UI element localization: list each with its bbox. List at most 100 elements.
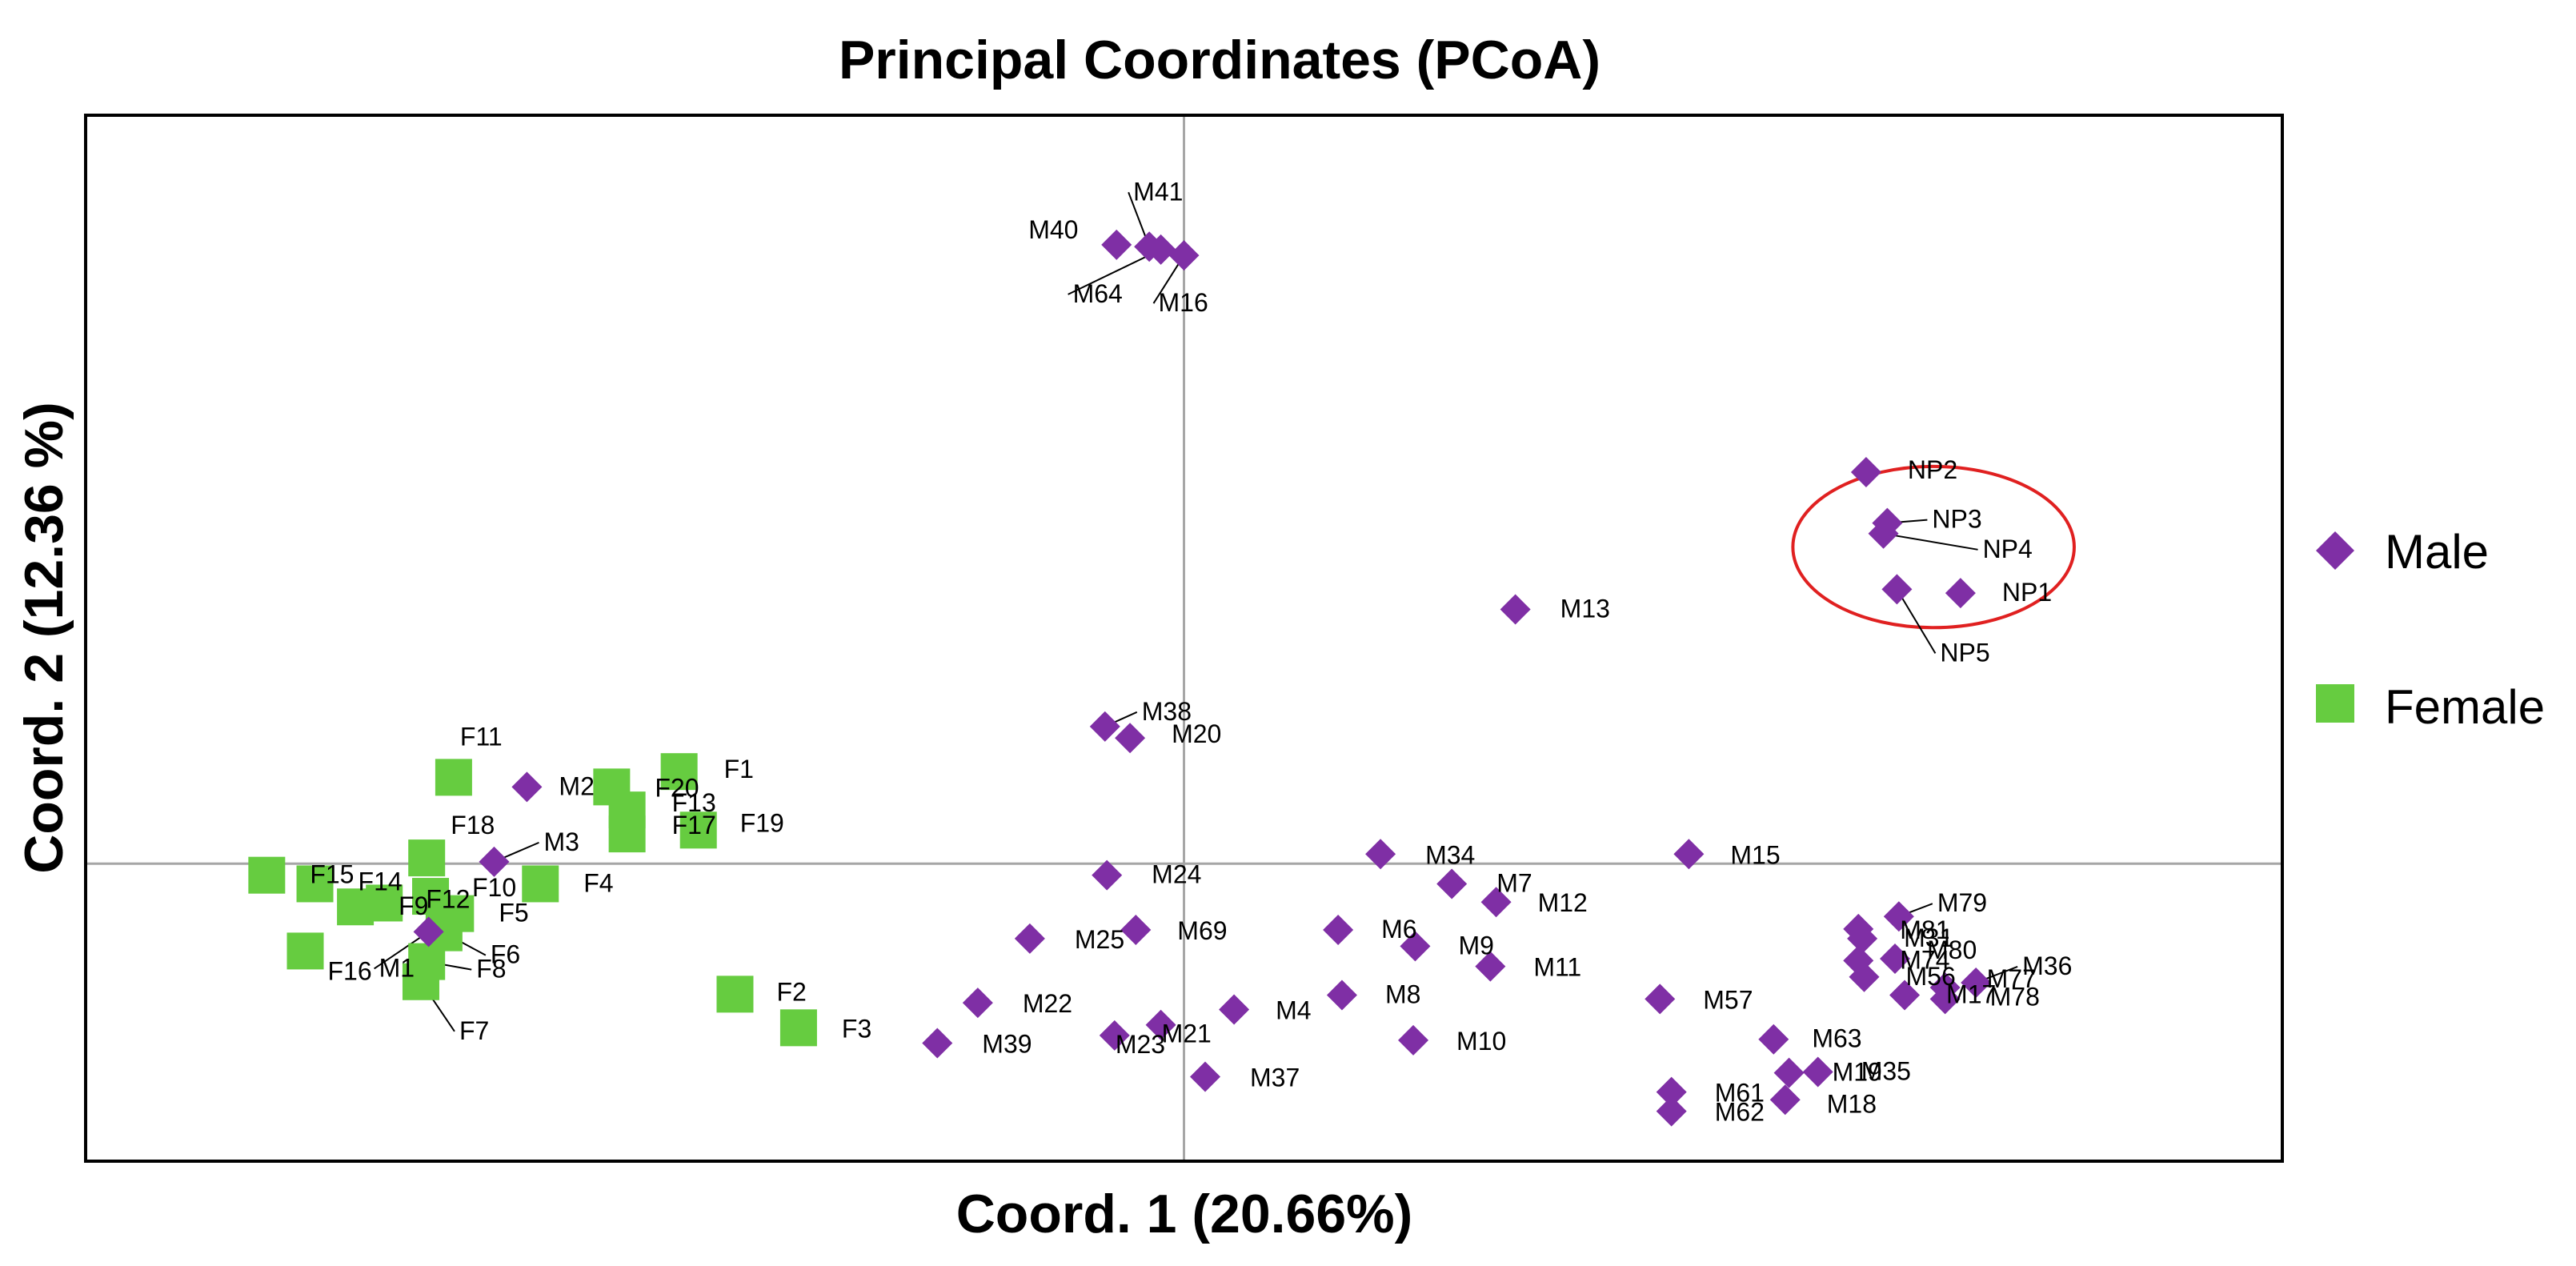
label-f8: F8 xyxy=(476,955,506,984)
label-f15: F15 xyxy=(310,860,354,889)
point-f4 xyxy=(522,865,559,903)
label-f13: F13 xyxy=(672,788,716,817)
point-m34 xyxy=(1365,839,1396,870)
label-f14: F14 xyxy=(359,867,403,895)
point-f11 xyxy=(435,759,472,796)
label-m12: M12 xyxy=(1538,888,1588,917)
point-f19 xyxy=(679,811,717,849)
point-m19 xyxy=(1773,1057,1805,1088)
point-m11 xyxy=(1475,951,1506,982)
point-m61 xyxy=(1656,1076,1687,1108)
point-np1 xyxy=(1945,578,1976,609)
point-m16 xyxy=(1168,240,1200,271)
label-m40: M40 xyxy=(1028,215,1078,244)
label-m1: M1 xyxy=(379,953,415,982)
label-f4: F4 xyxy=(583,868,613,897)
label-m63: M63 xyxy=(1812,1024,1861,1053)
point-m4 xyxy=(1219,994,1250,1025)
label-m3: M3 xyxy=(543,827,579,856)
label-m38: M38 xyxy=(1142,697,1192,726)
point-m2 xyxy=(511,771,543,803)
label-f2: F2 xyxy=(776,977,806,1006)
leader-np4 xyxy=(1883,532,1978,551)
point-m15 xyxy=(1673,839,1705,870)
label-m62: M62 xyxy=(1715,1098,1765,1127)
leader-np5 xyxy=(1896,588,1937,654)
label-f9: F9 xyxy=(399,891,428,920)
label-f1: F1 xyxy=(724,755,754,783)
point-m9 xyxy=(1400,931,1431,962)
point-m18 xyxy=(1769,1084,1801,1116)
label-m79: M79 xyxy=(1937,888,1987,917)
label-m23: M23 xyxy=(1116,1030,1165,1059)
leader-lines xyxy=(374,191,2018,1032)
point-f7 xyxy=(402,963,439,1000)
male-points xyxy=(413,229,1992,1127)
point-m22 xyxy=(962,988,993,1019)
legend-female-marker xyxy=(2316,684,2354,723)
point-m17 xyxy=(1889,980,1921,1011)
legend-male-label: Male xyxy=(2385,525,2489,579)
label-f16: F16 xyxy=(328,956,372,985)
label-m74: M74 xyxy=(1900,945,1949,974)
female-points xyxy=(248,753,817,1047)
label-m21: M21 xyxy=(1162,1020,1212,1048)
label-m69: M69 xyxy=(1177,916,1227,945)
label-m41: M41 xyxy=(1133,177,1183,206)
point-m1 xyxy=(413,916,444,947)
label-m15: M15 xyxy=(1730,840,1780,869)
chart-title: Principal Coordinates (PCoA) xyxy=(839,30,1600,90)
label-m11: M11 xyxy=(1533,953,1581,982)
label-f3: F3 xyxy=(842,1014,871,1043)
label-m36: M36 xyxy=(2022,952,2072,980)
label-m57: M57 xyxy=(1703,985,1753,1014)
point-m20 xyxy=(1115,723,1146,754)
label-m7: M7 xyxy=(1496,868,1532,897)
point-m10 xyxy=(1398,1024,1429,1056)
label-m64: M64 xyxy=(1073,279,1123,308)
label-m25: M25 xyxy=(1075,925,1124,954)
label-m37: M37 xyxy=(1250,1063,1300,1092)
label-m4: M4 xyxy=(1276,996,1311,1025)
label-f20: F20 xyxy=(655,773,699,802)
point-m6 xyxy=(1323,915,1354,946)
legend-female-label: Female xyxy=(2385,680,2545,734)
label-f12: F12 xyxy=(426,884,470,913)
point-np4 xyxy=(1868,518,1899,549)
label-m17: M17 xyxy=(1946,980,1996,1009)
point-f2 xyxy=(716,976,754,1013)
point-m69 xyxy=(1120,915,1152,946)
annotation-layer xyxy=(1791,464,2076,630)
label-m61: M61 xyxy=(1715,1079,1765,1108)
point-m63 xyxy=(1758,1024,1789,1055)
point-f12 xyxy=(366,884,403,922)
label-m8: M8 xyxy=(1385,980,1420,1009)
point-m31 xyxy=(1847,923,1878,954)
label-m9: M9 xyxy=(1458,931,1493,960)
label-m80: M80 xyxy=(1927,935,1977,964)
label-f17: F17 xyxy=(672,811,716,839)
point-m8 xyxy=(1326,980,1357,1011)
label-m6: M6 xyxy=(1381,915,1416,943)
point-m36 xyxy=(1961,967,1992,998)
plot-frame xyxy=(84,114,2284,1163)
point-f3 xyxy=(779,1009,817,1047)
label-f10: F10 xyxy=(472,873,516,902)
point-f18 xyxy=(408,839,446,877)
label-m35: M35 xyxy=(1861,1056,1911,1085)
point-m62 xyxy=(1656,1096,1687,1127)
point-f14 xyxy=(296,865,334,903)
label-m39: M39 xyxy=(982,1030,1032,1059)
label-f6: F6 xyxy=(491,940,520,969)
label-m77: M77 xyxy=(1987,964,2037,993)
label-m34: M34 xyxy=(1425,840,1475,869)
label-f19: F19 xyxy=(740,808,784,837)
label-np4: NP4 xyxy=(1983,535,2033,563)
point-m12 xyxy=(1480,887,1512,918)
point-m39 xyxy=(922,1028,953,1059)
label-m22: M22 xyxy=(1023,989,1072,1018)
label-m10: M10 xyxy=(1456,1027,1506,1056)
point-m64 xyxy=(1145,234,1176,265)
label-m81: M81 xyxy=(1900,915,1949,944)
label-m56: M56 xyxy=(1905,962,1955,991)
